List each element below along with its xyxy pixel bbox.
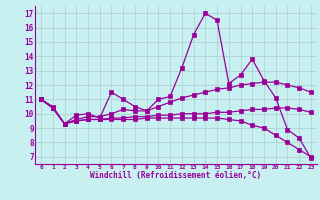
X-axis label: Windchill (Refroidissement éolien,°C): Windchill (Refroidissement éolien,°C)	[91, 171, 261, 180]
